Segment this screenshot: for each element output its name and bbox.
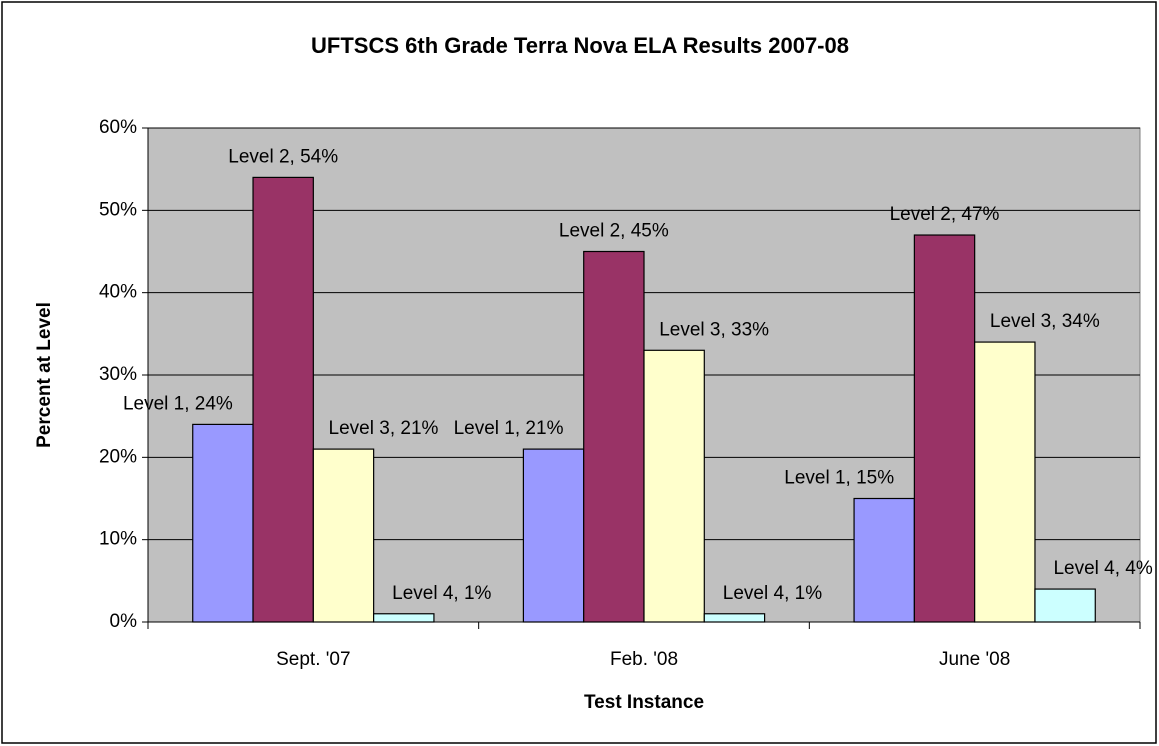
data-label: Level 3, 34%: [990, 311, 1100, 332]
bar: [974, 341, 1036, 623]
bar: [373, 613, 435, 623]
bar: [1034, 588, 1096, 623]
bar: [252, 176, 314, 623]
bar: [643, 349, 705, 623]
y-tick-label: 50%: [99, 199, 137, 220]
x-tick-label: June '08: [939, 649, 1010, 670]
bar: [703, 613, 766, 623]
data-label: Level 1, 24%: [123, 393, 233, 414]
x-tick-label: Feb. '08: [610, 649, 678, 670]
data-label: Level 1, 21%: [454, 418, 564, 439]
bar: [312, 448, 375, 623]
bar: [853, 497, 915, 623]
data-label: Level 4, 1%: [723, 583, 822, 604]
bar: [913, 234, 976, 623]
y-tick-label: 60%: [99, 117, 137, 138]
y-tick-label: 0%: [110, 611, 138, 632]
y-tick-label: 10%: [99, 529, 137, 550]
bar: [583, 250, 645, 623]
data-label: Level 3, 21%: [329, 418, 439, 439]
data-label: Level 4, 1%: [392, 583, 491, 604]
data-label: Level 2, 45%: [559, 221, 669, 242]
data-label: Level 2, 54%: [228, 146, 338, 167]
y-tick-label: 40%: [99, 282, 137, 303]
x-axis-title: Test Instance: [584, 692, 704, 713]
bar: [522, 448, 585, 623]
data-label: Level 4, 4%: [1053, 558, 1152, 579]
y-tick-label: 30%: [99, 364, 137, 385]
data-label: Level 2, 47%: [890, 204, 1000, 225]
data-label: Level 1, 15%: [784, 468, 894, 489]
x-tick-label: Sept. '07: [276, 649, 350, 670]
bar: [192, 423, 254, 623]
data-label: Level 3, 33%: [659, 319, 769, 340]
y-tick-label: 20%: [99, 446, 137, 467]
chart-title: UFTSCS 6th Grade Terra Nova ELA Results …: [311, 33, 849, 58]
y-axis-title: Percent at Level: [34, 302, 55, 448]
